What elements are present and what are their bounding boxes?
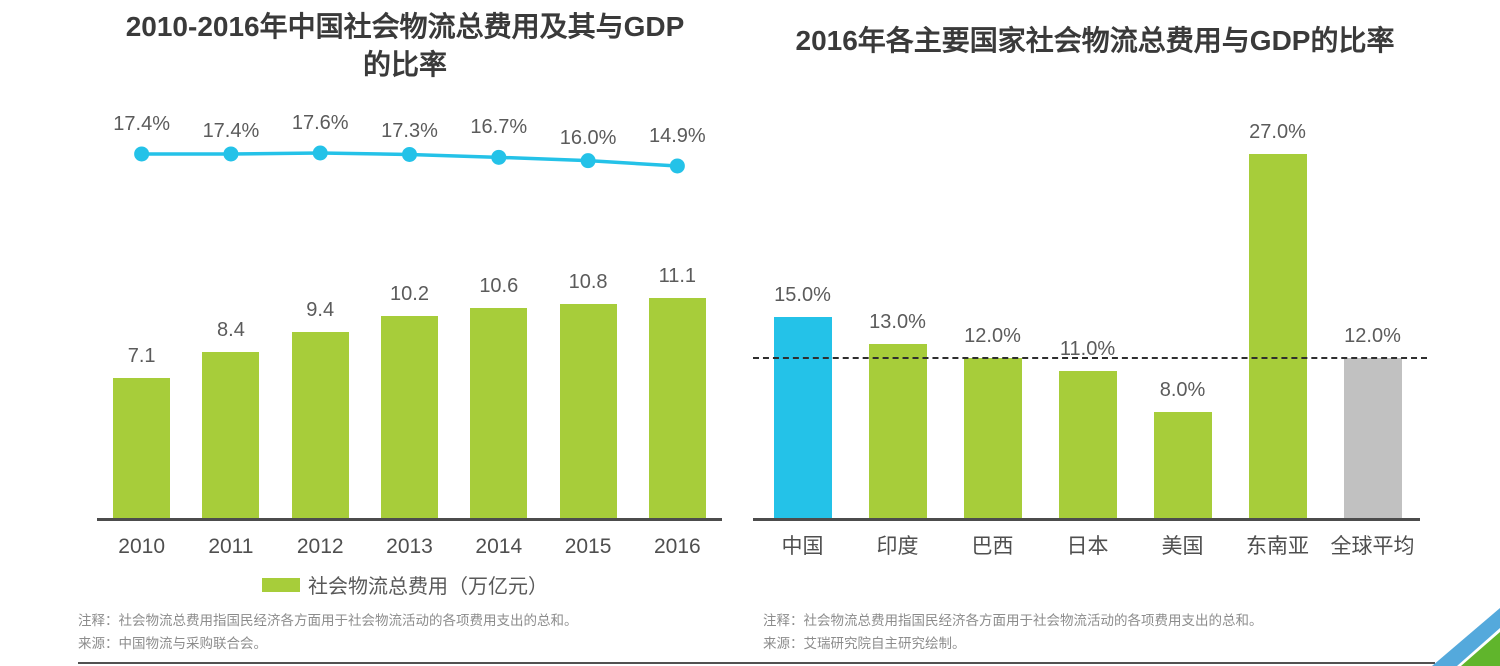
bar-巴西 xyxy=(963,357,1022,520)
line-value-2011: 17.4% xyxy=(202,119,260,142)
bar-2010 xyxy=(113,378,171,520)
chart-right-note: 注释：社会物流总费用指国民经济各方面用于社会物流活动的各项费用支出的总和。 xyxy=(763,613,1263,628)
chart-country-comparison: 2016年各主要国家社会物流总费用与GDP的比率 注释：社会物流总费用指国民经济… xyxy=(750,0,1440,666)
x-label-2012: 2012 xyxy=(296,535,344,558)
line-value-2010: 17.4% xyxy=(113,112,170,135)
bar-value-印度: 13.0% xyxy=(869,310,926,333)
x-label-2013: 2013 xyxy=(386,535,433,558)
x-label-2015: 2015 xyxy=(564,535,612,558)
bar-2015 xyxy=(559,304,617,520)
bar-2016 xyxy=(648,298,706,520)
x-label-2010: 2010 xyxy=(118,535,165,558)
x-label-2016: 2016 xyxy=(653,535,701,558)
bar-value-日本: 11.0% xyxy=(1059,338,1116,361)
x-label-东南亚: 东南亚 xyxy=(1246,535,1309,558)
bar-value-2010: 7.1 xyxy=(127,345,156,367)
line-value-2012: 17.6% xyxy=(291,112,349,134)
reference-line-12pct xyxy=(753,356,1427,359)
bar-value-2014: 10.6 xyxy=(479,275,519,297)
bar-2012 xyxy=(291,332,349,520)
bar-全球平均 xyxy=(1343,357,1402,520)
x-label-印度: 印度 xyxy=(876,535,919,558)
bar-value-中国: 15.0% xyxy=(774,283,831,306)
bar-value-2015: 10.8 xyxy=(568,271,608,293)
chart-right-source: 来源：艾瑞研究院自主研究绘制。 xyxy=(763,636,966,651)
corner-blue-stripe xyxy=(1432,608,1500,666)
x-axis-left xyxy=(97,518,722,521)
bar-2013 xyxy=(381,316,438,520)
x-label-2014: 2014 xyxy=(475,535,523,558)
bar-value-2013: 10.2 xyxy=(390,283,429,305)
x-axis-right xyxy=(753,518,1420,521)
bar-value-东南亚: 27.0% xyxy=(1249,121,1306,144)
bar-美国 xyxy=(1153,411,1212,520)
x-label-日本: 日本 xyxy=(1066,535,1109,558)
chart-left-source: 来源：中国物流与采购联合会。 xyxy=(78,636,267,651)
line-value-2013: 17.3% xyxy=(381,120,438,143)
bar-印度 xyxy=(868,343,927,520)
corner-green-triangle xyxy=(1461,632,1500,666)
x-label-中国: 中国 xyxy=(781,535,824,558)
bar-value-美国: 8.0% xyxy=(1159,378,1206,401)
chart-left-note: 注释：社会物流总费用指国民经济各方面用于社会物流活动的各项费用支出的总和。 xyxy=(78,613,578,628)
x-label-2011: 2011 xyxy=(208,535,254,558)
chart-right-title: 2016年各主要国家社会物流总费用与GDP的比率 xyxy=(795,25,1395,56)
bar-2014 xyxy=(470,308,528,520)
bar-value-2011: 8.4 xyxy=(217,319,245,341)
bar-value-全球平均: 12.0% xyxy=(1344,324,1401,347)
x-label-全球平均: 全球平均 xyxy=(1330,535,1415,558)
chart-china-logistics-trend: 2010-2016年中国社会物流总费用及其与GDP的比率 社会物流总费用（万亿元… xyxy=(75,0,735,666)
line-value-2016: 14.9% xyxy=(648,124,706,147)
chart-left-legend: 社会物流总费用（万亿元） xyxy=(75,570,735,599)
legend-swatch-green xyxy=(262,577,300,592)
line-value-2014: 16.7% xyxy=(470,116,528,139)
bar-value-巴西: 12.0% xyxy=(964,324,1021,347)
line-value-2015: 16.0% xyxy=(559,126,617,149)
x-label-巴西: 巴西 xyxy=(971,535,1014,558)
bar-value-2016: 11.1 xyxy=(658,265,697,287)
bar-东南亚 xyxy=(1248,154,1307,520)
bar-2011 xyxy=(202,352,260,520)
bar-日本 xyxy=(1058,371,1117,520)
bottom-rule xyxy=(78,662,1435,664)
legend-label: 社会物流总费用（万亿元） xyxy=(308,576,548,598)
chart-left-title: 2010-2016年中国社会物流总费用及其与GDP的比率 xyxy=(125,11,685,80)
bar-value-2012: 9.4 xyxy=(306,299,335,321)
bar-中国 xyxy=(773,316,832,520)
corner-decoration xyxy=(1432,608,1500,666)
x-label-美国: 美国 xyxy=(1161,535,1204,558)
